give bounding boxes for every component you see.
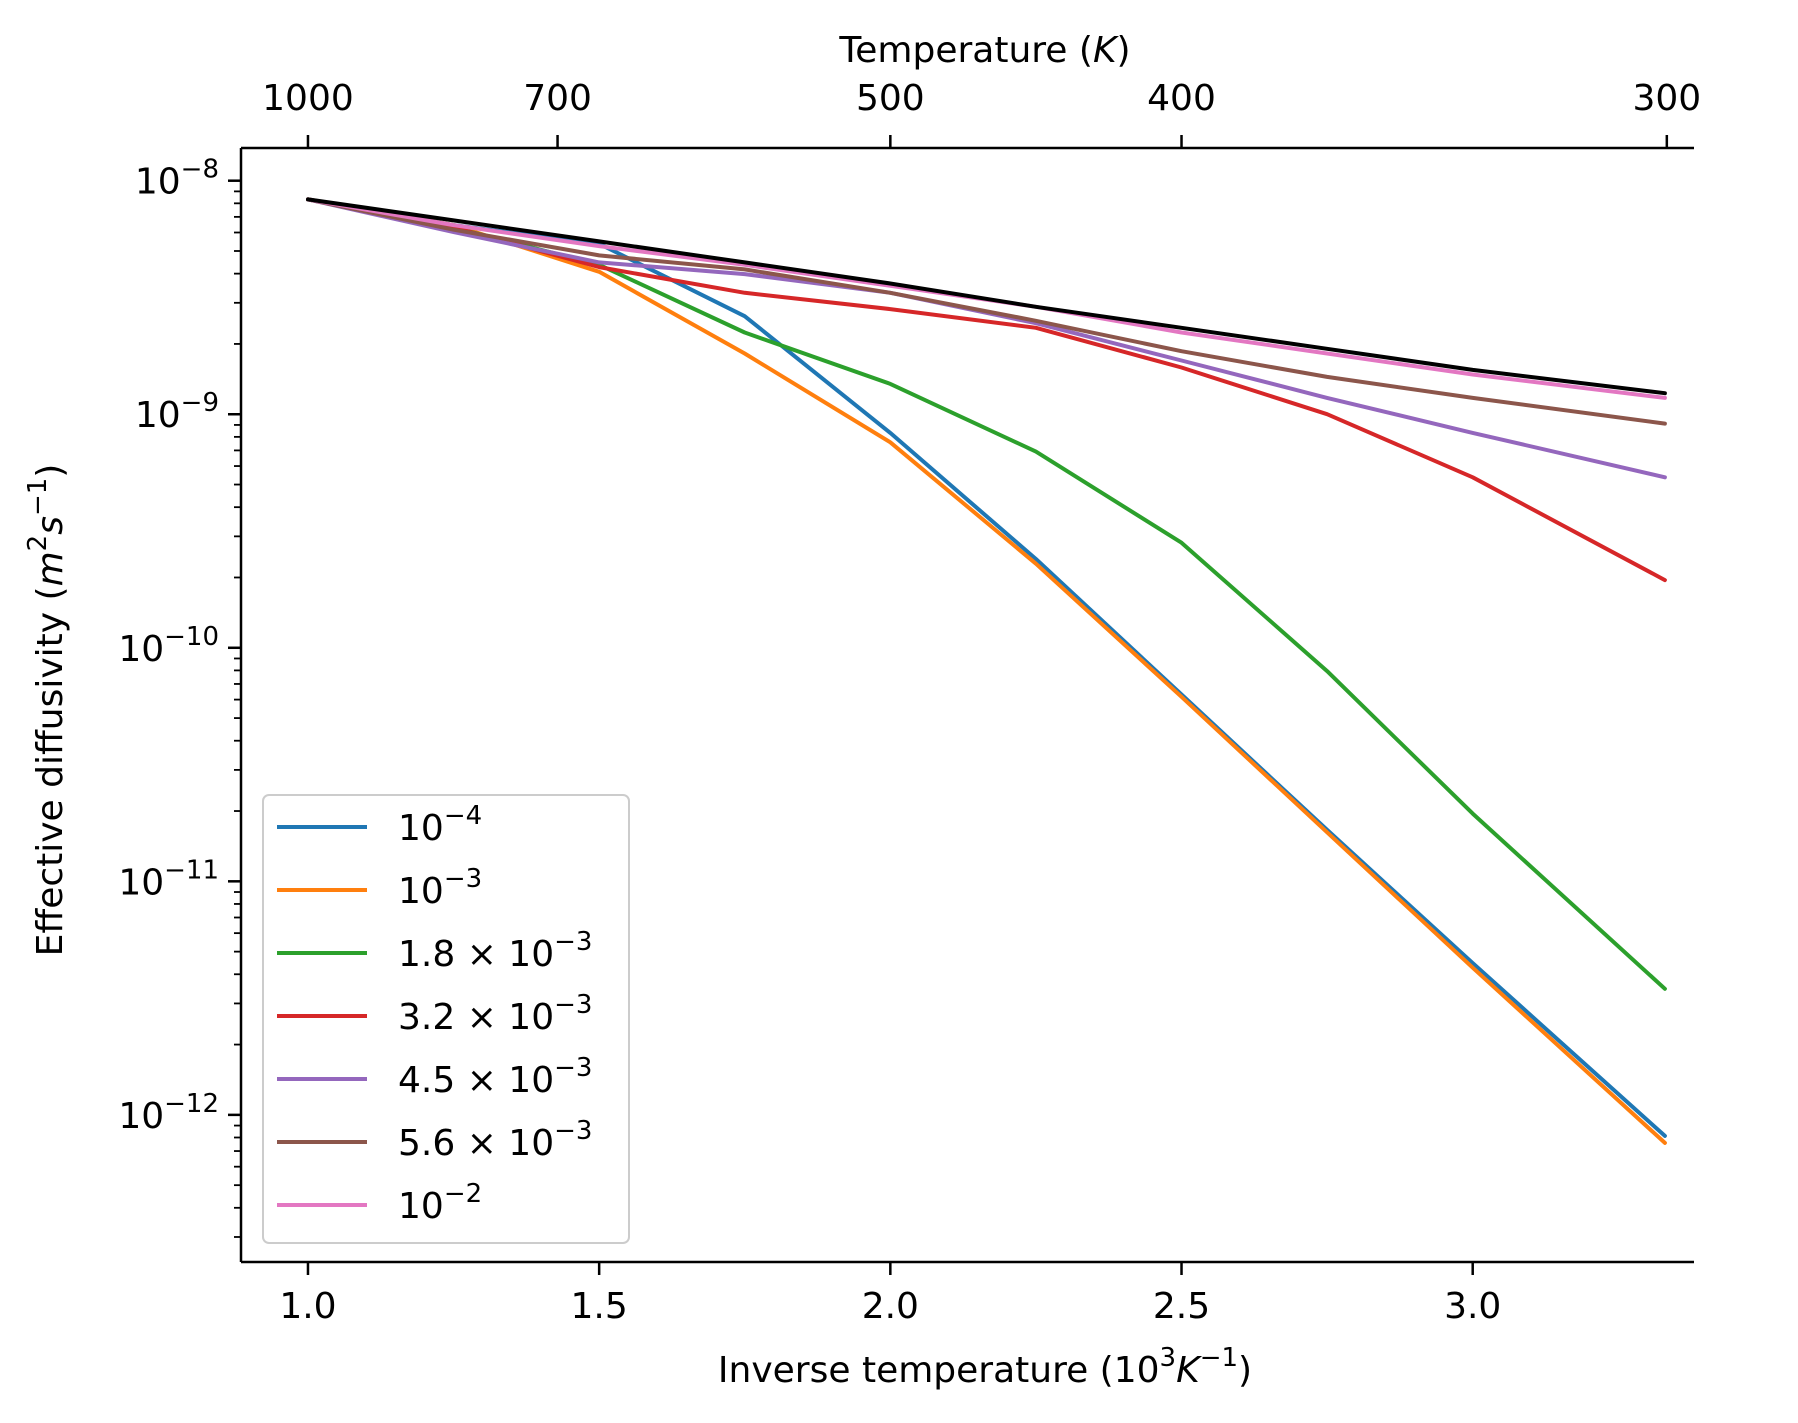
top-tick-label: 300: [1632, 78, 1701, 119]
legend-label: 1.8 × 10−3: [398, 927, 592, 975]
x-tick-label: 2.0: [862, 1286, 919, 1327]
x-axis-title: Inverse temperature (103K−1): [718, 1343, 1252, 1391]
x-tick-label: 2.5: [1153, 1286, 1210, 1327]
top-tick-label: 1000: [262, 78, 354, 119]
top-axis-title: Temperature (K): [838, 30, 1130, 71]
series-line-reference: [306, 197, 1667, 396]
x-tick-label: 3.0: [1444, 1286, 1501, 1327]
series-line-6: [306, 197, 1667, 426]
y-tick-label: 10−11: [118, 855, 219, 903]
axes: 1.0 1.5 2.0 2.5 3.0 1000 700 500 400 300 10−8 10−9 1…: [118, 78, 1701, 1327]
top-tick-label: 500: [856, 78, 925, 119]
y-tick-label: 10−10: [118, 622, 219, 670]
y-tick-label: 10−9: [135, 388, 219, 436]
x-tick-label: 1.5: [571, 1286, 628, 1327]
plot-lines: [306, 197, 1667, 1145]
legend-label: 3.2 × 10−3: [398, 990, 592, 1038]
y-axis-title: Effective diffusivity (m2s−1): [23, 464, 71, 957]
legend-label: 10−4: [398, 801, 482, 849]
legend-label: 10−2: [398, 1179, 482, 1227]
legend-label: 5.6 × 10−3: [398, 1116, 592, 1164]
y-tick-label: 10−8: [135, 155, 219, 203]
x-tick-label: 1.0: [279, 1286, 336, 1327]
top-tick-label: 400: [1147, 78, 1216, 119]
legend-label: 4.5 × 10−3: [398, 1053, 592, 1101]
legend-label: 10−3: [398, 864, 482, 912]
legend: 10−4 10−3 1.8 × 10−3 3.2 × 10−3 4.5 × 10−3 5.…: [262, 794, 630, 1244]
y-tick-label: 10−12: [118, 1089, 219, 1137]
legend-frame: [262, 794, 630, 1244]
top-tick-label: 700: [523, 78, 592, 119]
